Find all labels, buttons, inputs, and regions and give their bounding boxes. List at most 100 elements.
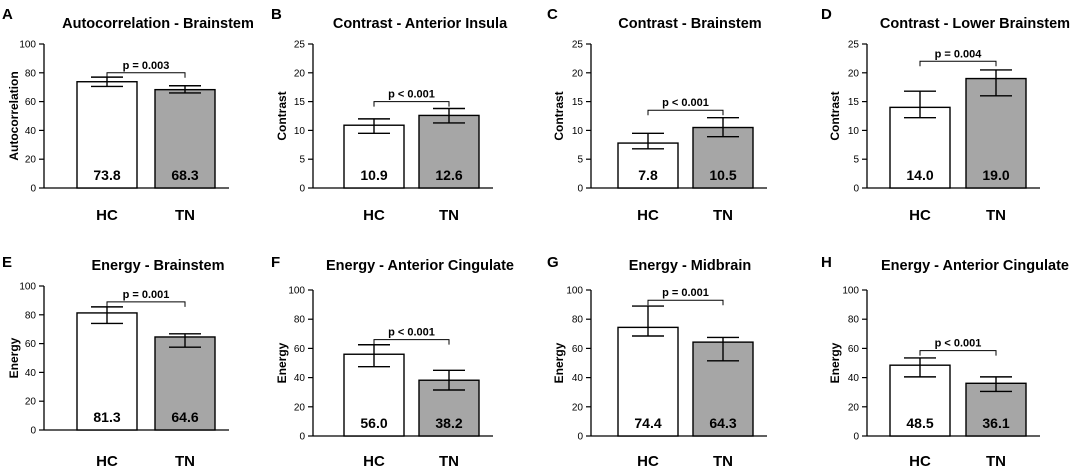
data-label: 56.0	[360, 415, 387, 431]
y-tick-label: 25	[848, 40, 860, 51]
y-tick-label: 100	[19, 40, 36, 51]
chart-title: Energy - Brainstem	[92, 258, 225, 274]
category-label: TN	[439, 207, 459, 224]
y-tick-label: 20	[848, 402, 860, 413]
y-tick-label: 10	[848, 126, 860, 137]
y-axis-label: Contrast	[275, 91, 289, 140]
y-tick-label: 15	[294, 97, 306, 108]
y-tick-label: 5	[577, 155, 583, 166]
panel-letter: G	[547, 254, 559, 271]
chart-panel-f: F Energy - Anterior Cingulate Energy 0 20 40 6…	[271, 254, 514, 469]
category-label: HC	[909, 207, 931, 224]
significance-bracket	[647, 299, 724, 306]
data-label: 14.0	[906, 167, 933, 183]
bar-tn	[965, 77, 1027, 189]
bar-hc	[343, 353, 405, 437]
chart-title: Contrast - Anterior Insula	[333, 16, 508, 32]
data-label: 38.2	[435, 415, 462, 431]
y-tick-label: 20	[572, 68, 584, 79]
y-axis-label: Energy	[828, 342, 842, 383]
bar-tn	[692, 126, 754, 189]
chart-title: Energy - Anterior Cingulate	[326, 258, 514, 274]
y-tick-label: 15	[572, 97, 584, 108]
panel-letter: F	[271, 254, 280, 271]
category-label: HC	[96, 453, 118, 469]
y-tick-label: 15	[848, 97, 860, 108]
chart-panel-h: H Energy - Anterior Cingulate Energy 0 20 40 6…	[821, 254, 1069, 469]
bar-hc	[617, 326, 679, 437]
y-tick-label: 80	[572, 315, 584, 326]
category-label: HC	[637, 453, 659, 469]
y-tick-label: 0	[577, 432, 583, 443]
category-label: TN	[713, 453, 733, 469]
y-tick-label: 100	[19, 282, 36, 293]
y-tick-label: 0	[577, 184, 583, 195]
significance-bracket	[919, 60, 997, 67]
y-tick-label: 20	[294, 68, 306, 79]
bar-hc	[343, 124, 405, 189]
y-tick-label: 0	[30, 426, 36, 437]
data-label: 74.4	[634, 415, 661, 431]
category-label: HC	[96, 207, 118, 224]
y-tick-label: 20	[25, 155, 37, 166]
chart-title: Energy - Anterior Cingulate	[881, 258, 1069, 274]
significance-bracket	[106, 301, 186, 307]
p-value-label: p = 0.004	[935, 48, 983, 60]
panel-letter: E	[2, 254, 12, 271]
y-tick-label: 0	[299, 432, 305, 443]
data-label: 64.6	[171, 409, 198, 425]
data-label: 12.6	[435, 167, 462, 183]
category-label: TN	[713, 207, 733, 224]
y-tick-label: 60	[25, 339, 37, 350]
p-value-label: p < 0.001	[662, 97, 709, 109]
bar-hc	[76, 312, 138, 431]
data-label: 68.3	[171, 167, 198, 183]
y-tick-label: 100	[288, 286, 305, 297]
y-axis-label: Autocorrelation	[7, 71, 21, 160]
y-tick-label: 40	[848, 373, 860, 384]
y-tick-label: 10	[294, 126, 306, 137]
y-axis-label: Contrast	[828, 91, 842, 140]
category-label: HC	[637, 207, 659, 224]
category-label: TN	[986, 207, 1006, 224]
y-tick-label: 0	[853, 432, 859, 443]
y-tick-label: 60	[572, 344, 584, 355]
significance-bracket	[647, 109, 724, 116]
y-tick-label: 0	[853, 184, 859, 195]
y-axis-label: Energy	[275, 342, 289, 383]
y-tick-label: 80	[25, 310, 37, 321]
chart-panel-c: C Contrast - Brainstem Contrast 0 5 10 15 20 25 7…	[547, 6, 767, 224]
data-label: 73.8	[93, 167, 120, 183]
y-tick-label: 80	[25, 68, 37, 79]
chart-title: Energy - Midbrain	[629, 258, 751, 274]
y-tick-label: 80	[848, 315, 860, 326]
panel-letter: A	[2, 6, 13, 23]
y-tick-label: 40	[25, 126, 37, 137]
chart-title: Contrast - Brainstem	[618, 16, 761, 32]
y-axis-label: Energy	[552, 342, 566, 383]
panel-letter: H	[821, 254, 832, 271]
y-tick-label: 20	[848, 68, 860, 79]
panel-letter: D	[821, 6, 832, 23]
chart-panel-b: B Contrast - Anterior Insula Contrast 0 5 10 1…	[271, 6, 508, 224]
y-tick-label: 80	[294, 315, 306, 326]
data-label: 19.0	[982, 167, 1009, 183]
y-tick-label: 40	[25, 368, 37, 379]
significance-bracket	[106, 72, 186, 78]
p-value-label: p < 0.001	[388, 327, 435, 339]
data-label: 10.5	[709, 167, 736, 183]
category-label: HC	[363, 453, 385, 469]
y-tick-label: 0	[299, 184, 305, 195]
p-value-label: p = 0.001	[123, 289, 170, 301]
category-label: TN	[986, 453, 1006, 469]
panel-letter: C	[547, 6, 558, 23]
chart-panel-d: D Contrast - Lower Brainstem Contrast 0 5 10 1…	[821, 6, 1070, 224]
data-label: 7.8	[638, 167, 658, 183]
data-label: 81.3	[93, 409, 120, 425]
y-tick-label: 20	[294, 402, 306, 413]
y-tick-label: 25	[294, 40, 306, 51]
p-value-label: p = 0.003	[123, 60, 170, 72]
data-label: 10.9	[360, 167, 387, 183]
significance-bracket	[373, 339, 450, 345]
